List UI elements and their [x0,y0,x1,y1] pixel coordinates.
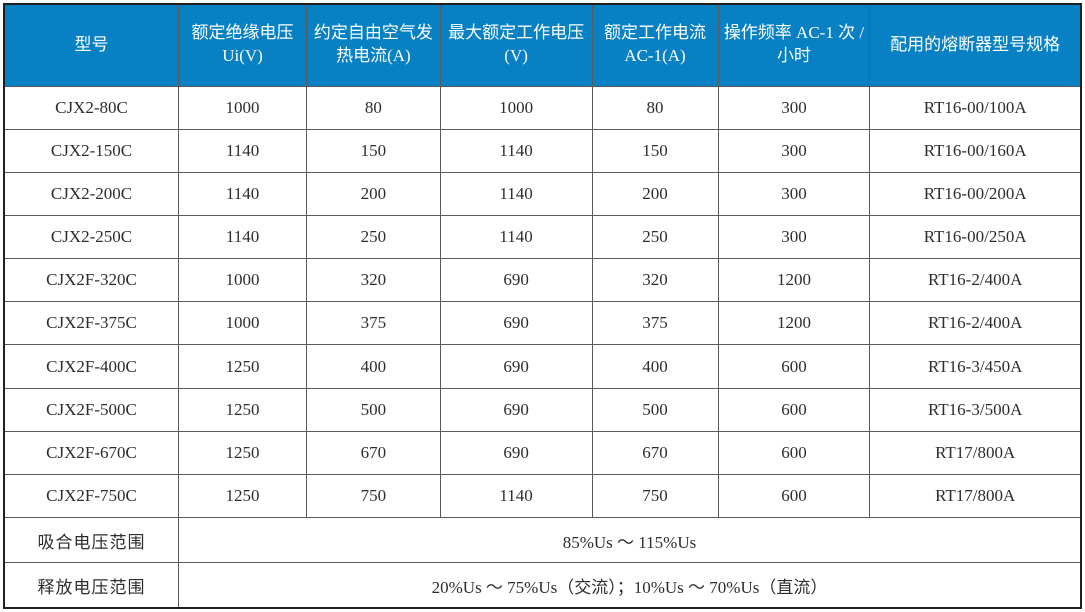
contactor-spec-table: 型号 额定绝缘电压 Ui(V) 约定自由空气发热电流(A) 最大额定工作电压(V… [3,3,1082,609]
cell-conventional-free-air-thermal-current: 500 [306,387,441,432]
cell-rated-working-current-ac1: 250 [591,214,719,260]
cell-conventional-free-air-thermal-current: 80 [306,85,441,130]
cell-model: CJX2F-400C [3,344,179,389]
cell-rated-insulation-voltage: 1140 [177,171,308,216]
table-footer: 吸合电压范围 85%Us ～ 115%Us 释放电压范围 20%Us ～ 75%… [3,517,1082,609]
cell-operating-frequency: 600 [717,387,871,432]
cell-rated-insulation-voltage: 1250 [177,473,308,519]
cell-conventional-free-air-thermal-current: 400 [306,344,441,389]
table-row: CJX2-150C 1140 150 1140 150 300 RT16-00/160A [3,128,1082,173]
cell-matching-fuse-model: RT16-2/400A [869,301,1082,346]
cell-rated-insulation-voltage: 1250 [177,430,308,475]
cell-rated-insulation-voltage: 1000 [177,258,308,303]
cell-operating-frequency: 600 [717,473,871,519]
cell-conventional-free-air-thermal-current: 250 [306,214,441,260]
cell-matching-fuse-model: RT16-00/100A [869,85,1082,130]
cell-matching-fuse-model: RT16-00/160A [869,128,1082,173]
cell-rated-insulation-voltage: 1140 [177,128,308,173]
footer-value-pickup-voltage-range: 85%Us ～ 115%Us [177,517,1082,564]
cell-conventional-free-air-thermal-current: 320 [306,258,441,303]
cell-max-rated-working-voltage: 690 [439,430,593,475]
cell-model: CJX2F-320C [3,258,179,303]
cell-model: CJX2F-375C [3,301,179,346]
cell-max-rated-working-voltage: 690 [439,301,593,346]
cell-max-rated-working-voltage: 690 [439,258,593,303]
cell-conventional-free-air-thermal-current: 670 [306,430,441,475]
cell-model: CJX2F-500C [3,387,179,432]
pickup-voltage-row: 吸合电压范围 85%Us ～ 115%Us [3,517,1082,564]
cell-rated-working-current-ac1: 320 [591,258,719,303]
cell-conventional-free-air-thermal-current: 750 [306,473,441,519]
table-row: CJX2F-500C 1250 500 690 500 600 RT16-3/500A [3,387,1082,432]
cell-conventional-free-air-thermal-current: 150 [306,128,441,173]
footer-value-release-voltage-range: 20%Us ～ 75%Us（交流）；10%Us ～ 70%Us（直流） [177,562,1082,609]
cell-operating-frequency: 300 [717,85,871,130]
cell-matching-fuse-model: RT17/800A [869,473,1082,519]
cell-operating-frequency: 300 [717,214,871,260]
cell-conventional-free-air-thermal-current: 375 [306,301,441,346]
release-voltage-row: 释放电压范围 20%Us ～ 75%Us（交流）；10%Us ～ 70%Us（直… [3,562,1082,609]
table-body: CJX2-80C 1000 80 1000 80 300 RT16-00/100A CJX2-… [3,85,1082,519]
cell-matching-fuse-model: RT16-00/250A [869,214,1082,260]
cell-operating-frequency: 600 [717,344,871,389]
cell-rated-insulation-voltage: 1000 [177,85,308,130]
cell-matching-fuse-model: RT16-3/500A [869,387,1082,432]
cell-rated-working-current-ac1: 80 [591,85,719,130]
col-header-max-rated-working-voltage: 最大额定工作电压(V) [439,3,593,87]
cell-matching-fuse-model: RT16-00/200A [869,171,1082,216]
cell-operating-frequency: 300 [717,171,871,216]
table-row: CJX2F-670C 1250 670 690 670 600 RT17/800A [3,430,1082,475]
cell-rated-insulation-voltage: 1140 [177,214,308,260]
table-row: CJX2-200C 1140 200 1140 200 300 RT16-00/200A [3,171,1082,216]
cell-max-rated-working-voltage: 690 [439,387,593,432]
col-header-operating-frequency: 操作频率 AC-1 次 / 小时 [717,3,871,87]
table-header-row: 型号 额定绝缘电压 Ui(V) 约定自由空气发热电流(A) 最大额定工作电压(V… [3,3,1082,87]
table-row: CJX2F-320C 1000 320 690 320 1200 RT16-2/400A [3,258,1082,303]
cell-rated-working-current-ac1: 670 [591,430,719,475]
cell-operating-frequency: 1200 [717,258,871,303]
cell-model: CJX2-250C [3,214,179,260]
col-header-rated-insulation-voltage: 额定绝缘电压 Ui(V) [177,3,308,87]
cell-model: CJX2-150C [3,128,179,173]
cell-matching-fuse-model: RT17/800A [869,430,1082,475]
cell-max-rated-working-voltage: 1000 [439,85,593,130]
cell-max-rated-working-voltage: 1140 [439,473,593,519]
cell-rated-working-current-ac1: 400 [591,344,719,389]
cell-rated-working-current-ac1: 500 [591,387,719,432]
cell-operating-frequency: 300 [717,128,871,173]
cell-operating-frequency: 600 [717,430,871,475]
cell-rated-insulation-voltage: 1000 [177,301,308,346]
cell-max-rated-working-voltage: 1140 [439,128,593,173]
cell-max-rated-working-voltage: 1140 [439,171,593,216]
col-header-conventional-free-air-thermal-current: 约定自由空气发热电流(A) [306,3,441,87]
cell-rated-working-current-ac1: 200 [591,171,719,216]
cell-rated-working-current-ac1: 750 [591,473,719,519]
cell-model: CJX2-200C [3,171,179,216]
cell-rated-insulation-voltage: 1250 [177,344,308,389]
table-row: CJX2-250C 1140 250 1140 250 300 RT16-00/250A [3,214,1082,260]
cell-matching-fuse-model: RT16-2/400A [869,258,1082,303]
cell-rated-working-current-ac1: 150 [591,128,719,173]
cell-max-rated-working-voltage: 1140 [439,214,593,260]
cell-max-rated-working-voltage: 690 [439,344,593,389]
footer-label-release-voltage-range: 释放电压范围 [3,562,179,609]
cell-model: CJX2F-670C [3,430,179,475]
table-row: CJX2-80C 1000 80 1000 80 300 RT16-00/100A [3,85,1082,130]
table-row: CJX2F-400C 1250 400 690 400 600 RT16-3/450A [3,344,1082,389]
col-header-matching-fuse-model: 配用的熔断器型号规格 [869,3,1082,87]
table-row: CJX2F-750C 1250 750 1140 750 600 RT17/800A [3,473,1082,519]
cell-conventional-free-air-thermal-current: 200 [306,171,441,216]
cell-operating-frequency: 1200 [717,301,871,346]
table-row: CJX2F-375C 1000 375 690 375 1200 RT16-2/400A [3,301,1082,346]
col-header-rated-working-current-ac1: 额定工作电流 AC-1(A) [591,3,719,87]
cell-rated-working-current-ac1: 375 [591,301,719,346]
cell-matching-fuse-model: RT16-3/450A [869,344,1082,389]
cell-model: CJX2-80C [3,85,179,130]
col-header-model: 型号 [3,3,179,87]
footer-label-pickup-voltage-range: 吸合电压范围 [3,517,179,564]
cell-rated-insulation-voltage: 1250 [177,387,308,432]
cell-model: CJX2F-750C [3,473,179,519]
